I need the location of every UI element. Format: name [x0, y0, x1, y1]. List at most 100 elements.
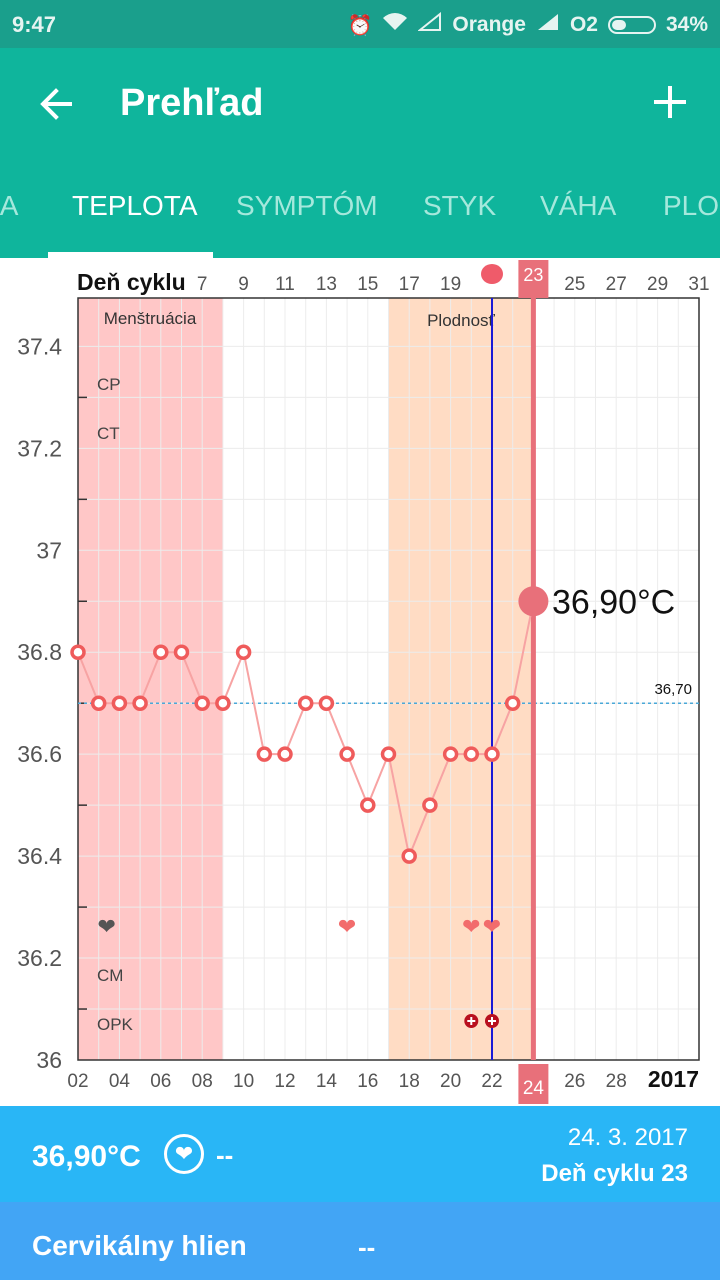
carrier-2: O2 — [569, 13, 598, 36]
tab-ia[interactable]: IA — [0, 190, 19, 221]
bottom-tick-label: 18 — [399, 1071, 420, 1092]
temperature-point — [70, 644, 86, 660]
bottom-tick-label: 08 — [192, 1071, 213, 1092]
reference-line-label: 36,70 — [654, 681, 692, 698]
selected-top-label: 23 — [523, 265, 543, 285]
temperature-point — [215, 695, 231, 711]
selected-temperature-label: 36,90°C — [552, 583, 675, 621]
y-tick-label: 37.4 — [17, 333, 62, 359]
summary-temperature: 36,90°C — [32, 1140, 141, 1173]
fertile-band — [388, 298, 534, 1060]
tab-bar: IA TEPLOTA SYMPTÓM STYK VÁHA PLOD — [0, 160, 720, 258]
summary-bar: 36,90°C ❤ -- 24. 3. 2017 Deň cyklu 23 — [0, 1106, 720, 1202]
top-tick-label: 29 — [647, 274, 668, 295]
y-tick-label: 36.2 — [17, 945, 62, 971]
temperature-point — [422, 797, 438, 813]
top-tick-label: 13 — [316, 274, 337, 295]
tab-plod[interactable]: PLOD — [663, 190, 720, 221]
y-tick-label: 36.6 — [17, 741, 62, 767]
temperature-point — [401, 848, 417, 864]
temperature-point — [235, 644, 252, 660]
plot-frame — [77, 297, 700, 1061]
cervical-mucus-label: Cervikálny hlien — [32, 1230, 247, 1261]
temperature-point — [153, 644, 169, 660]
cervical-mucus-value: -- — [358, 1232, 376, 1262]
temperature-point — [111, 695, 128, 711]
menstruation-label: Menštruácia — [104, 309, 197, 328]
bottom-tick-label: 16 — [357, 1071, 378, 1092]
heart-icon: ❤ — [164, 1134, 204, 1174]
cervical-mucus-row[interactable]: Cervikálny hlien -- — [0, 1202, 720, 1280]
tab-symptom[interactable]: SYMPTÓM — [236, 190, 378, 221]
status-bar: 9:47 ⏰ Orange O2 34% — [0, 0, 720, 48]
temperature-point — [360, 797, 376, 813]
bottom-tick-label: 12 — [274, 1071, 295, 1092]
temperature-point — [442, 746, 459, 762]
wifi-icon — [382, 12, 408, 38]
bottom-tick-label: 14 — [316, 1071, 338, 1092]
heart-icon: ❤ — [462, 915, 480, 940]
selected-bottom-badge — [518, 1064, 549, 1104]
summary-cycle-day: Deň cyklu 23 — [541, 1160, 688, 1187]
top-tick-label: 17 — [399, 274, 420, 295]
bottom-tick-label: 20 — [440, 1071, 461, 1092]
top-tick-label: 25 — [564, 274, 585, 295]
y-tick-label: 36.4 — [17, 843, 62, 869]
tab-styk[interactable]: STYK — [423, 190, 497, 221]
heart-icon: ❤ — [97, 915, 115, 940]
top-tick-label: 27 — [606, 274, 627, 295]
top-axis-label: Deň cyklu — [77, 269, 186, 295]
page-title: Prehľad — [120, 82, 264, 124]
fertile-label: Plodnosť — [427, 311, 495, 330]
tab-indicator — [48, 252, 213, 258]
temperature-point — [194, 695, 210, 711]
temperature-point — [277, 746, 293, 762]
bottom-tick-label: 28 — [606, 1071, 627, 1092]
tab-vaha[interactable]: VÁHA — [540, 190, 617, 221]
bottom-tick-label: 04 — [109, 1071, 131, 1092]
status-right: ⏰ Orange O2 34% — [347, 11, 708, 38]
carrier-1: Orange — [452, 13, 526, 36]
row-label-opk: OPK — [97, 1015, 134, 1034]
y-tick-label: 37 — [36, 537, 62, 563]
top-tick-label: 31 — [688, 274, 709, 295]
battery-percent: 34% — [665, 13, 708, 36]
top-tick-label: 9 — [238, 274, 249, 295]
bottom-tick-label: 02 — [67, 1071, 88, 1092]
year-label: 2017 — [648, 1066, 699, 1092]
arrow-left-icon[interactable] — [36, 84, 76, 124]
y-tick-label: 36 — [36, 1047, 62, 1073]
temperature-point — [132, 695, 148, 711]
y-tick-label: 36.8 — [17, 639, 62, 665]
battery-icon — [607, 16, 656, 34]
app-bar: Prehľad — [0, 48, 720, 160]
heart-icon: ❤ — [338, 915, 356, 940]
temperature-point — [339, 746, 355, 762]
summary-intercourse: -- — [216, 1140, 234, 1170]
selected-bottom-label: 24 — [523, 1078, 545, 1099]
temperature-point — [173, 644, 190, 660]
temperature-point — [297, 695, 314, 711]
selected-temperature-point — [518, 586, 549, 617]
tab-teplota[interactable]: TEPLOTA — [72, 190, 198, 221]
bottom-tick-label: 22 — [481, 1071, 502, 1092]
today-dot — [481, 264, 503, 284]
alarm-icon: ⏰ — [347, 14, 373, 37]
temperature-chart[interactable]: 37.4 37.2 37 36.8 36.6 36.4 36.2 36 Menštruácia P… — [0, 258, 720, 1104]
plus-icon[interactable] — [650, 82, 690, 122]
temperature-point — [256, 746, 273, 762]
temperature-point — [504, 695, 521, 711]
selected-top-badge — [518, 260, 549, 298]
top-tick-label: 19 — [440, 274, 461, 295]
row-label-ct: CT — [97, 424, 120, 443]
bottom-tick-label: 26 — [564, 1071, 585, 1092]
row-label-cp: CP — [97, 375, 121, 394]
temperature-point — [318, 695, 335, 711]
temperature-point — [484, 746, 500, 762]
y-tick-label: 37.2 — [17, 435, 62, 461]
row-label-cm: CM — [97, 966, 123, 985]
signal-icon — [417, 11, 442, 38]
top-tick-label: 11 — [275, 274, 295, 295]
bottom-tick-label: 10 — [233, 1071, 254, 1092]
top-tick-label: 15 — [357, 274, 378, 295]
